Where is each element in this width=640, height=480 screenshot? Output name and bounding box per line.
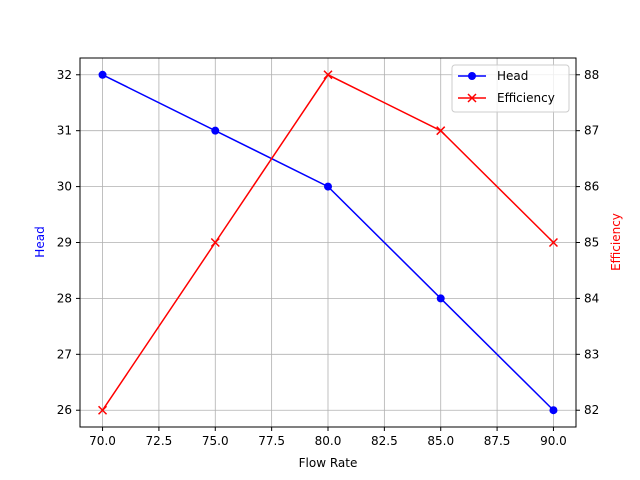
y-tick-label: 32: [57, 68, 72, 82]
y-tick-label: 31: [57, 124, 72, 138]
legend-label-head: Head: [497, 69, 528, 83]
data-point-marker: [436, 126, 446, 136]
y-axis-left-label: Head: [33, 226, 47, 257]
data-point-marker: [436, 294, 445, 303]
data-point-marker: [98, 70, 107, 79]
y-axis-left-ticks: 26 27 28 29 30 31 32: [57, 68, 80, 417]
y-right-tick-label: 85: [584, 236, 599, 250]
x-tick-label: 80.0: [315, 434, 342, 448]
y-tick-label: 30: [57, 180, 72, 194]
y-right-tick-label: 86: [584, 180, 599, 194]
y-right-tick-label: 88: [584, 68, 599, 82]
y-right-tick-label: 83: [584, 347, 599, 361]
x-tick-label: 77.5: [258, 434, 285, 448]
plot-series: [98, 70, 558, 415]
y-tick-label: 29: [57, 236, 72, 250]
data-point-marker: [548, 237, 558, 248]
x-axis-label: Flow Rate: [299, 456, 358, 470]
data-point-marker: [323, 70, 333, 80]
x-tick-label: 70.0: [89, 434, 116, 448]
x-tick-label: 72.5: [146, 434, 173, 448]
legend: Head Efficiency: [451, 64, 570, 113]
x-marker-icon: [467, 93, 477, 103]
x-tick-label: 75.0: [202, 434, 229, 448]
legend-label-efficiency: Efficiency: [497, 91, 555, 105]
x-tick-label: 85.0: [427, 434, 454, 448]
data-point-marker: [211, 126, 220, 135]
data-point-marker: [210, 237, 220, 248]
data-point-marker: [98, 405, 108, 415]
y-tick-label: 26: [57, 403, 72, 417]
x-axis-ticks: 70.0 72.5 75.0 77.5 80.0 82.5 85.0 87.5 90.0: [89, 427, 567, 448]
circle-marker-icon: [468, 72, 476, 80]
y-right-tick-label: 84: [584, 291, 599, 305]
data-point-marker: [324, 182, 332, 191]
x-tick-label: 87.5: [484, 434, 511, 448]
y-axis-right-label: Efficiency: [609, 213, 623, 271]
y-axis-right-ticks: 82 83 84 85 86 87 88: [576, 68, 599, 417]
y-tick-label: 28: [57, 291, 72, 305]
x-tick-label: 82.5: [371, 434, 398, 448]
x-tick-label: 90.0: [540, 434, 567, 448]
data-point-marker: [549, 406, 558, 415]
y-tick-label: 27: [57, 347, 72, 361]
y-right-tick-label: 82: [584, 403, 599, 417]
grid-lines: [80, 58, 576, 427]
y-right-tick-label: 87: [584, 124, 599, 138]
